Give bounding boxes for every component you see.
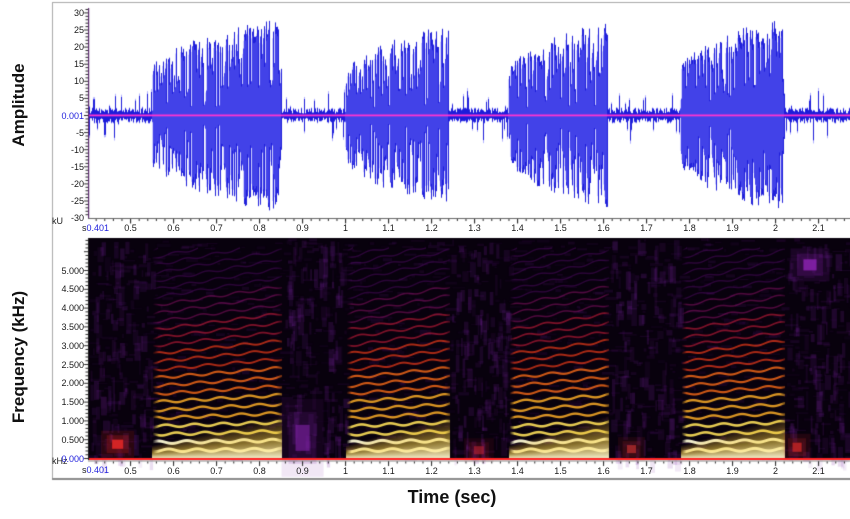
tick-label: 1.7 — [640, 223, 653, 233]
tick-label: 0.7 — [210, 465, 223, 476]
waveform-time-axis-start: s0.401 — [82, 223, 109, 233]
tick-label: 0.6 — [167, 465, 180, 476]
time-axis-title: Time (sec) — [407, 487, 497, 507]
spectrogram-time-axis-start: s0.401 — [82, 465, 109, 475]
amplitude-axis-label: Amplitude — [9, 63, 28, 147]
tick-label: 15 — [73, 59, 84, 70]
tick-label: 2.1 — [812, 223, 825, 233]
tick-label: 1.000 — [61, 415, 84, 426]
tick-label: -10 — [70, 144, 84, 155]
tick-label: 0.000 — [61, 453, 84, 464]
tick-label: 1.2 — [425, 465, 438, 476]
spectrogram-unit-label: kHz — [52, 456, 68, 466]
tick-label: -5 — [75, 127, 84, 138]
tick-label: 1.8 — [683, 223, 696, 233]
tick-label: 2 — [773, 223, 779, 233]
tick-label: 2 — [773, 465, 779, 476]
tick-label: -15 — [70, 161, 84, 172]
tick-label: 1.3 — [468, 223, 481, 233]
tick-label: 5 — [78, 93, 84, 104]
tick-label: -25 — [70, 196, 84, 206]
tick-label: -20 — [70, 178, 84, 189]
tick-label: 1.3 — [468, 465, 481, 476]
tick-label: 0.9 — [296, 465, 309, 476]
tick-label: 1.5 — [554, 465, 567, 476]
time-start-value: 0.401 — [86, 223, 110, 233]
tick-label: 0.8 — [253, 465, 266, 476]
tick-label: 2.000 — [61, 378, 84, 389]
tick-label: 2.1 — [812, 465, 825, 476]
tick-label: -30 — [70, 213, 84, 224]
tick-label: 1.1 — [382, 465, 395, 476]
tick-label: 1.5 — [554, 223, 567, 233]
tick-label: 0.8 — [253, 223, 266, 233]
tick-label: 25 — [73, 25, 84, 35]
tick-label: 1.1 — [382, 223, 395, 233]
time-unit-prefix: s — [82, 465, 87, 475]
tick-label: 1 — [343, 223, 349, 233]
tick-label: 0.6 — [167, 223, 180, 233]
tick-label: 1.9 — [726, 465, 739, 476]
tick-label: 0.5 — [124, 223, 137, 233]
tick-label: 30 — [73, 7, 84, 18]
tick-label: 3.000 — [61, 340, 84, 351]
tick-label: 5.000 — [61, 265, 84, 276]
tick-label: 1.6 — [597, 223, 610, 233]
tick-label: 4.000 — [61, 303, 84, 314]
tick-label: 1.2 — [425, 223, 438, 233]
tick-label: 0.500 — [61, 434, 84, 445]
tick-label: 1.6 — [597, 465, 610, 476]
tick-label: 20 — [73, 42, 84, 53]
time-unit-prefix: s — [82, 223, 87, 233]
tick-label: 0.9 — [296, 223, 309, 233]
tick-label: 1 — [343, 465, 349, 476]
tick-label: 1.7 — [640, 465, 653, 476]
waveform-unit-label: kU — [52, 216, 63, 226]
frequency-axis-label: Frequency (kHz) — [9, 290, 28, 424]
tick-label: 1.4 — [511, 465, 524, 476]
tick-label: 0.001 — [61, 110, 84, 121]
tick-label: 10 — [73, 76, 84, 87]
tick-label: 1.8 — [683, 465, 696, 476]
tick-label: 1.500 — [61, 397, 84, 408]
tick-label: 2.500 — [61, 359, 84, 370]
tick-label: 0.7 — [210, 223, 223, 233]
time-start-value: 0.401 — [86, 465, 110, 475]
tick-label: 1.9 — [726, 223, 739, 233]
tick-label: 4.500 — [61, 284, 84, 295]
tick-label: 0.5 — [124, 465, 137, 476]
tick-label: 3.500 — [61, 321, 84, 332]
tick-label: 1.4 — [511, 223, 524, 233]
